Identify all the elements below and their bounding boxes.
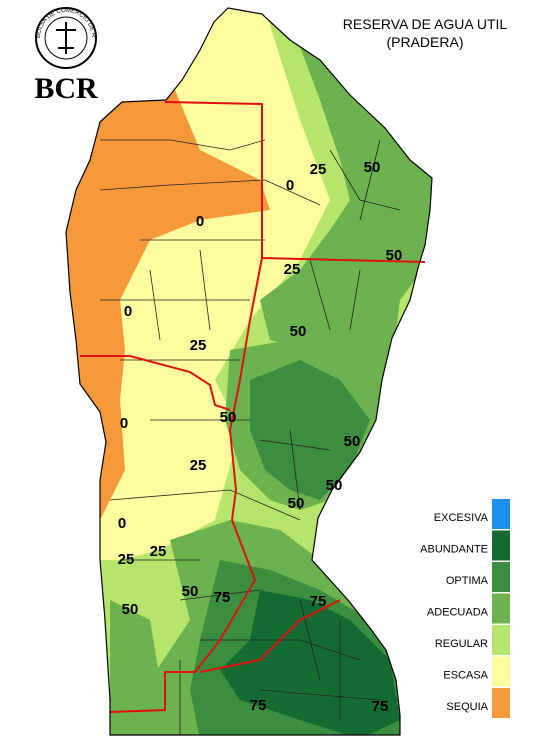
department-borders [99, 139, 401, 735]
logo-ring [35, 7, 97, 69]
contour-label: 50 [290, 323, 307, 340]
contour-label: 50 [326, 477, 343, 494]
logo: BOLSA DE COMERCIO DE ROSARIO BCR [0, 0, 98, 105]
logo-emblem [56, 22, 76, 54]
logo-ring-text: BOLSA DE COMERCIO DE ROSARIO [0, 0, 96, 38]
logo-name: BCR [34, 72, 98, 105]
contour-label: 50 [220, 409, 237, 426]
region-border [164, 101, 426, 263]
contour-label: 0 [118, 515, 126, 532]
zone-adecuada-north [260, 20, 432, 350]
zone-sequia [66, 90, 270, 520]
region-border [109, 257, 263, 713]
contour-label: 50 [182, 583, 199, 600]
contour-label: 25 [284, 261, 301, 278]
contour-label: 50 [344, 433, 361, 450]
contour-label: 50 [364, 159, 381, 176]
legend: EXCESIVA ABUNDANTE OPTIMA ADECUADA REGULAR ES… [420, 499, 510, 718]
zone-abundante [220, 590, 400, 735]
contour-label: 75 [310, 593, 327, 610]
contour-label: 25 [190, 337, 207, 354]
contour-label: 50 [288, 495, 305, 512]
legend-swatch [492, 530, 510, 561]
region-border [80, 355, 231, 411]
legend-label: EXCESIVA [434, 512, 489, 524]
zone-adecuada-west [110, 600, 160, 735]
legend-label: REGULAR [435, 638, 488, 650]
legend-swatch [492, 562, 510, 592]
legend-swatch [492, 593, 510, 624]
contour-label: 0 [120, 415, 128, 432]
zone-optima-center [250, 360, 370, 500]
logo-ring-text: BOLSA DE COMERCIO DE ROSARIO [0, 0, 96, 38]
contour-label: 25 [150, 543, 167, 560]
contour-label: 0 [286, 177, 294, 194]
title: RESERVA DE AGUA UTIL [343, 16, 508, 32]
subtitle: (PRADERA) [386, 34, 463, 50]
contour-label: 25 [310, 161, 327, 178]
contour-label: 25 [118, 551, 135, 568]
contour-label: 50 [386, 247, 403, 264]
contour-label: 50 [122, 601, 139, 618]
contour-label: 75 [250, 697, 267, 714]
legend-swatch [492, 625, 510, 655]
contour-label: 0 [124, 303, 132, 320]
legend-label: ABUNDANTE [420, 543, 488, 555]
contour-labels: 25 50 0 0 25 50 0 50 25 50 0 50 25 50 50… [118, 159, 403, 715]
legend-swatch [492, 688, 510, 718]
legend-label: OPTIMA [446, 575, 489, 587]
legend-label: ADECUADA [427, 606, 489, 618]
legend-swatch [492, 656, 510, 687]
legend-label: SEQUIA [446, 701, 488, 713]
region-borders [80, 101, 426, 713]
logo-inner [44, 16, 88, 60]
region-border [199, 599, 341, 673]
legend-swatch [492, 499, 510, 529]
contour-label: 0 [196, 213, 204, 230]
contour-label: 75 [214, 589, 231, 606]
contour-label: 25 [190, 457, 207, 474]
legend-label: ESCASA [443, 669, 488, 681]
contour-label: 75 [372, 698, 389, 715]
